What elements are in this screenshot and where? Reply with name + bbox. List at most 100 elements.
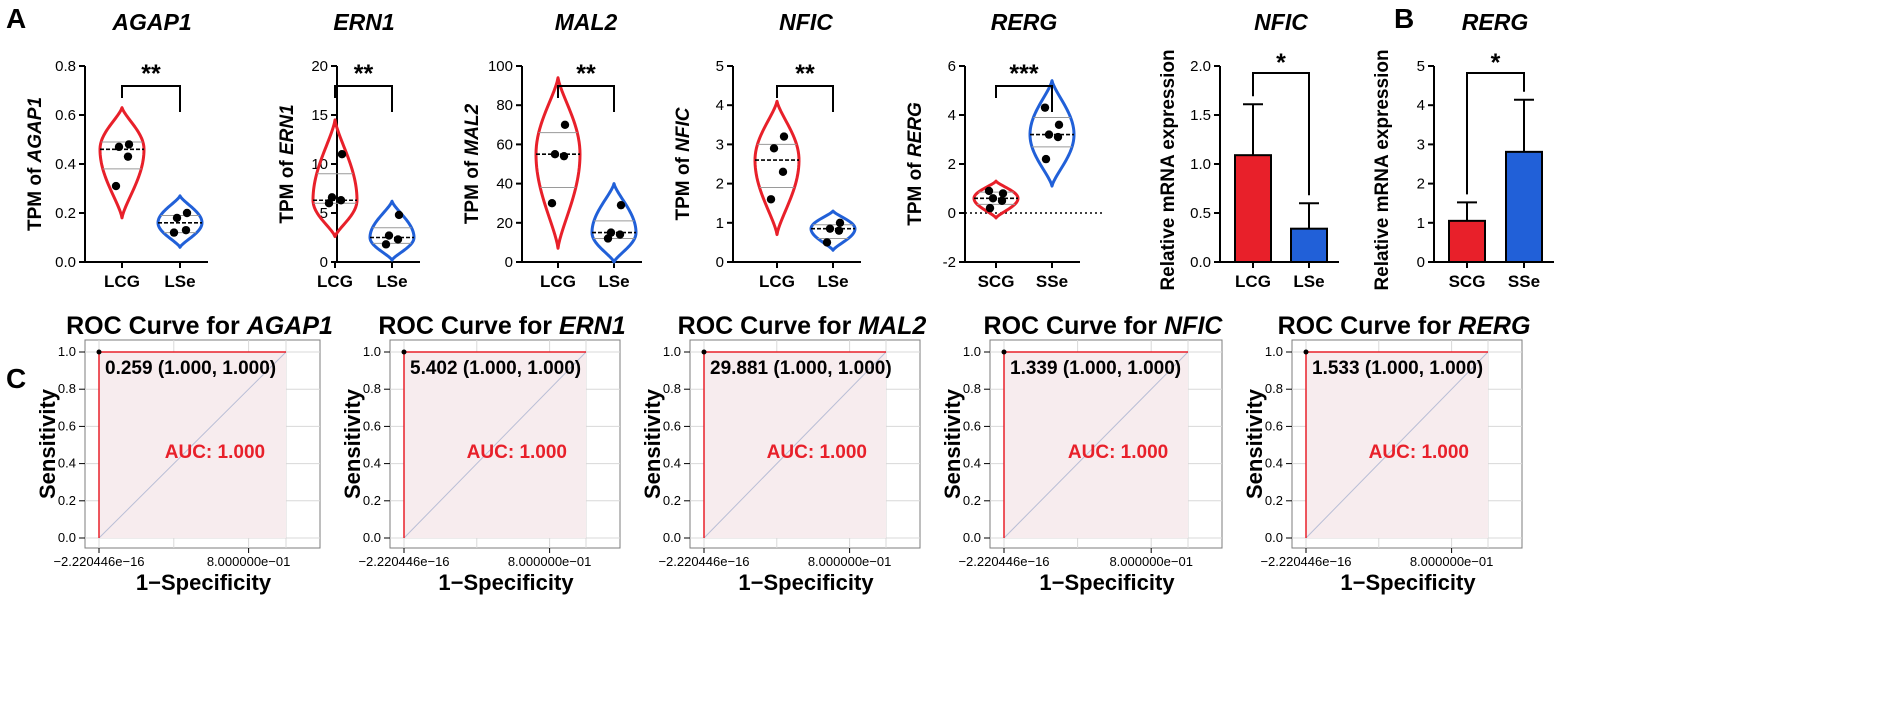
violin-sse [1028, 79, 1076, 188]
x-axis-label: 1−Specificity [1340, 570, 1476, 595]
y-tick-label: 0.0 [963, 530, 981, 545]
data-point [172, 213, 182, 223]
panel-label-a: A [6, 3, 26, 34]
y-axis-label: TPM of ERN1 [277, 104, 298, 223]
data-point [766, 195, 776, 204]
x-tick-label: −2.220446e−16 [53, 554, 144, 569]
y-tick-label: 1.0 [963, 344, 981, 359]
y-tick-label: 6 [948, 58, 956, 75]
y-tick-label: 5 [320, 205, 328, 222]
chart-title: ERN1 [333, 9, 394, 35]
y-axis-label-gene: ERN1 [277, 104, 298, 155]
data-point [111, 181, 121, 191]
best-threshold-point [1001, 349, 1007, 355]
chance-diagonal [98, 351, 287, 539]
y-tick-label: 0.4 [363, 456, 381, 471]
y-tick-label: 0.0 [55, 254, 76, 271]
y-tick-label: 0.4 [55, 156, 76, 173]
significance-bracket [557, 85, 615, 112]
y-tick-label: 0 [1417, 254, 1425, 271]
y-axis-label-prefix: TPM of [462, 156, 483, 225]
data-point [1044, 130, 1054, 139]
y-tick-label: 0.2 [363, 493, 381, 508]
chart-title: ROC Curve for ERN1 [378, 312, 625, 340]
chart-title: RERG [991, 9, 1058, 35]
y-axis-label-prefix: TPM of [673, 152, 694, 221]
chart-title: ROC Curve for RERG [1278, 312, 1531, 340]
y-tick-label: 3 [1417, 136, 1425, 153]
data-point [985, 203, 995, 213]
significance-bracket [1252, 72, 1310, 196]
y-tick-label: 0.8 [363, 381, 381, 396]
y-tick-label: 1 [716, 215, 724, 232]
y-tick-label: -2 [943, 254, 956, 271]
chart-title: RERG [1462, 9, 1529, 35]
significance-label: * [1276, 49, 1286, 77]
y-axis-label-gene: MAL2 [462, 103, 483, 155]
y-tick-label: 4 [1417, 97, 1425, 114]
y-tick-label: 0 [320, 254, 328, 271]
y-axis-label: TPM of AGAP1 [25, 97, 46, 231]
data-point [779, 132, 789, 141]
significance-bracket [121, 85, 181, 112]
chart-title: ROC Curve for AGAP1 [66, 312, 333, 340]
y-tick-label: 60 [496, 136, 513, 153]
y-tick-label: 0 [505, 254, 513, 271]
chart-title: AGAP1 [111, 9, 191, 35]
panel-label-b: B [1394, 3, 1414, 34]
chart-title: NFIC [1254, 9, 1308, 35]
roc-agap1-chart: 0.0 0.2 0.4 0.6 0.8 1.0 −2.220446e−16 8.000000e… [35, 312, 333, 595]
chart-title: ROC Curve for NFIC [984, 312, 1224, 340]
x-category-label: SSe [1508, 272, 1540, 291]
data-point [381, 240, 391, 249]
data-point [169, 228, 179, 237]
y-tick-label: 0.4 [58, 456, 76, 471]
y-tick-label: 0.6 [663, 418, 681, 433]
chart-title: ROC Curve for MAL2 [678, 312, 927, 340]
x-category-label: SSe [1036, 272, 1068, 291]
auc-label: AUC: 1.000 [1068, 442, 1168, 463]
x-category-label: SCG [1449, 272, 1486, 291]
significance-label: ** [795, 60, 815, 88]
y-tick-label: 0.2 [963, 493, 981, 508]
y-tick-label: 0.6 [55, 107, 76, 124]
y-tick-label: 0.8 [1265, 381, 1283, 396]
chart-title-gene: ERN1 [559, 312, 626, 340]
y-tick-label: 2.0 [1190, 58, 1211, 75]
violin-lse [809, 209, 857, 252]
y-tick-label: 1.5 [1190, 107, 1211, 124]
y-axis-label: Sensitivity [640, 388, 665, 499]
data-point [182, 208, 192, 218]
roc-rerg-chart: 0.0 0.2 0.4 0.6 0.8 1.0 −2.220446e−16 8.000000e… [1242, 312, 1530, 595]
significance-label: ** [141, 60, 161, 88]
significance-bracket [995, 85, 1053, 112]
y-tick-label: 20 [311, 58, 328, 75]
y-tick-label: 1.0 [363, 344, 381, 359]
y-tick-label: 2 [1417, 176, 1425, 193]
bar-sse [1505, 150, 1543, 264]
x-category-label: LCG [540, 272, 576, 291]
violin-lse [368, 199, 416, 262]
data-point [778, 167, 788, 177]
data-point [123, 152, 133, 161]
data-point [998, 189, 1008, 198]
y-tick-label: 0.2 [1265, 493, 1283, 508]
data-point [825, 224, 835, 233]
best-threshold-point [96, 349, 102, 355]
y-tick-label: 40 [496, 176, 513, 193]
bar-lse [1290, 227, 1328, 263]
x-category-label: LSe [164, 272, 195, 291]
significance-label: ** [576, 60, 596, 88]
x-tick-label: −2.220446e−16 [1260, 554, 1351, 569]
significance-bracket [776, 85, 834, 112]
violin-lse [590, 182, 638, 264]
y-axis-label-gene: NFIC [673, 107, 694, 152]
data-point [997, 196, 1007, 205]
y-tick-label: 0.4 [663, 456, 681, 471]
y-tick-label: 1 [1417, 215, 1425, 232]
y-tick-label: 2 [948, 156, 956, 173]
data-point [394, 210, 404, 220]
